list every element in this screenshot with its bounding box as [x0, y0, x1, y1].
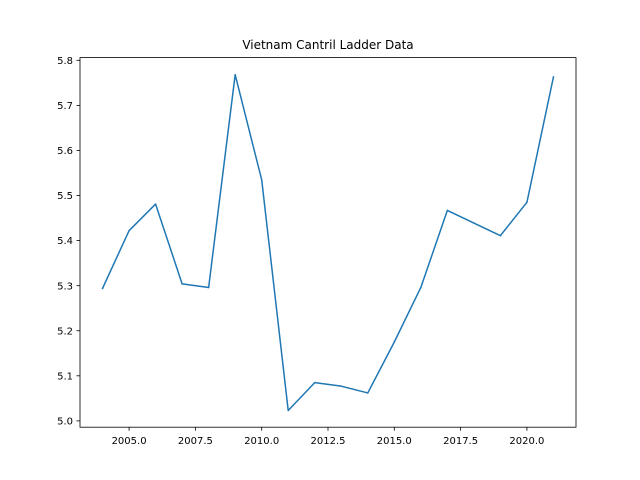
- y-tick-label: 5.8: [57, 56, 73, 67]
- x-tick-label: 2010.0: [244, 436, 279, 447]
- data-point: [313, 381, 316, 384]
- plot-frame: [79, 57, 577, 428]
- data-point: [420, 286, 422, 289]
- y-tick-label: 5.3: [57, 281, 73, 292]
- data-point: [207, 286, 210, 289]
- data-point: [473, 222, 475, 224]
- x-tick-label: 2015.0: [377, 436, 412, 447]
- y-tick-label: 5.6: [57, 146, 73, 157]
- x-tick-label: 2017.5: [443, 436, 478, 447]
- y-tick-label: 5.2: [57, 326, 73, 337]
- series-line-0: [101, 73, 555, 412]
- data-point: [181, 283, 183, 285]
- data-point: [287, 409, 289, 412]
- data-point: [499, 234, 502, 237]
- x-tick-label: 2012.5: [311, 436, 346, 447]
- chart-title: Vietnam Cantril Ladder Data: [242, 38, 413, 52]
- data-point: [154, 203, 157, 205]
- x-tick-label: 2020.0: [509, 436, 544, 447]
- data-point: [234, 73, 236, 76]
- plot-series-layer: [101, 73, 555, 412]
- data-point: [101, 287, 104, 290]
- data-point: [526, 201, 528, 204]
- y-tick-label: 5.4: [57, 236, 73, 247]
- y-tick-label: 5.5: [57, 191, 73, 202]
- x-tick-label: 2005.0: [112, 436, 147, 447]
- data-point: [552, 76, 555, 78]
- data-point: [128, 229, 130, 232]
- x-tick-label: 2007.5: [178, 436, 213, 447]
- y-tick-label: 5.1: [57, 371, 73, 382]
- y-axis-ticks: 5.0 5.1 5.2 5.3 5.4 5.5 5.6 5.7 5.8: [57, 56, 80, 427]
- y-tick-label: 5.7: [57, 101, 73, 112]
- data-point: [446, 209, 449, 212]
- data-point: [340, 385, 343, 387]
- x-axis-ticks: 2005.0 2007.5 2010.0 2012.5 2015.0 2017.5 2020…: [112, 427, 544, 447]
- data-point: [260, 179, 263, 181]
- data-point: [393, 341, 396, 343]
- data-point: [367, 392, 369, 394]
- y-tick-label: 5.0: [57, 416, 73, 427]
